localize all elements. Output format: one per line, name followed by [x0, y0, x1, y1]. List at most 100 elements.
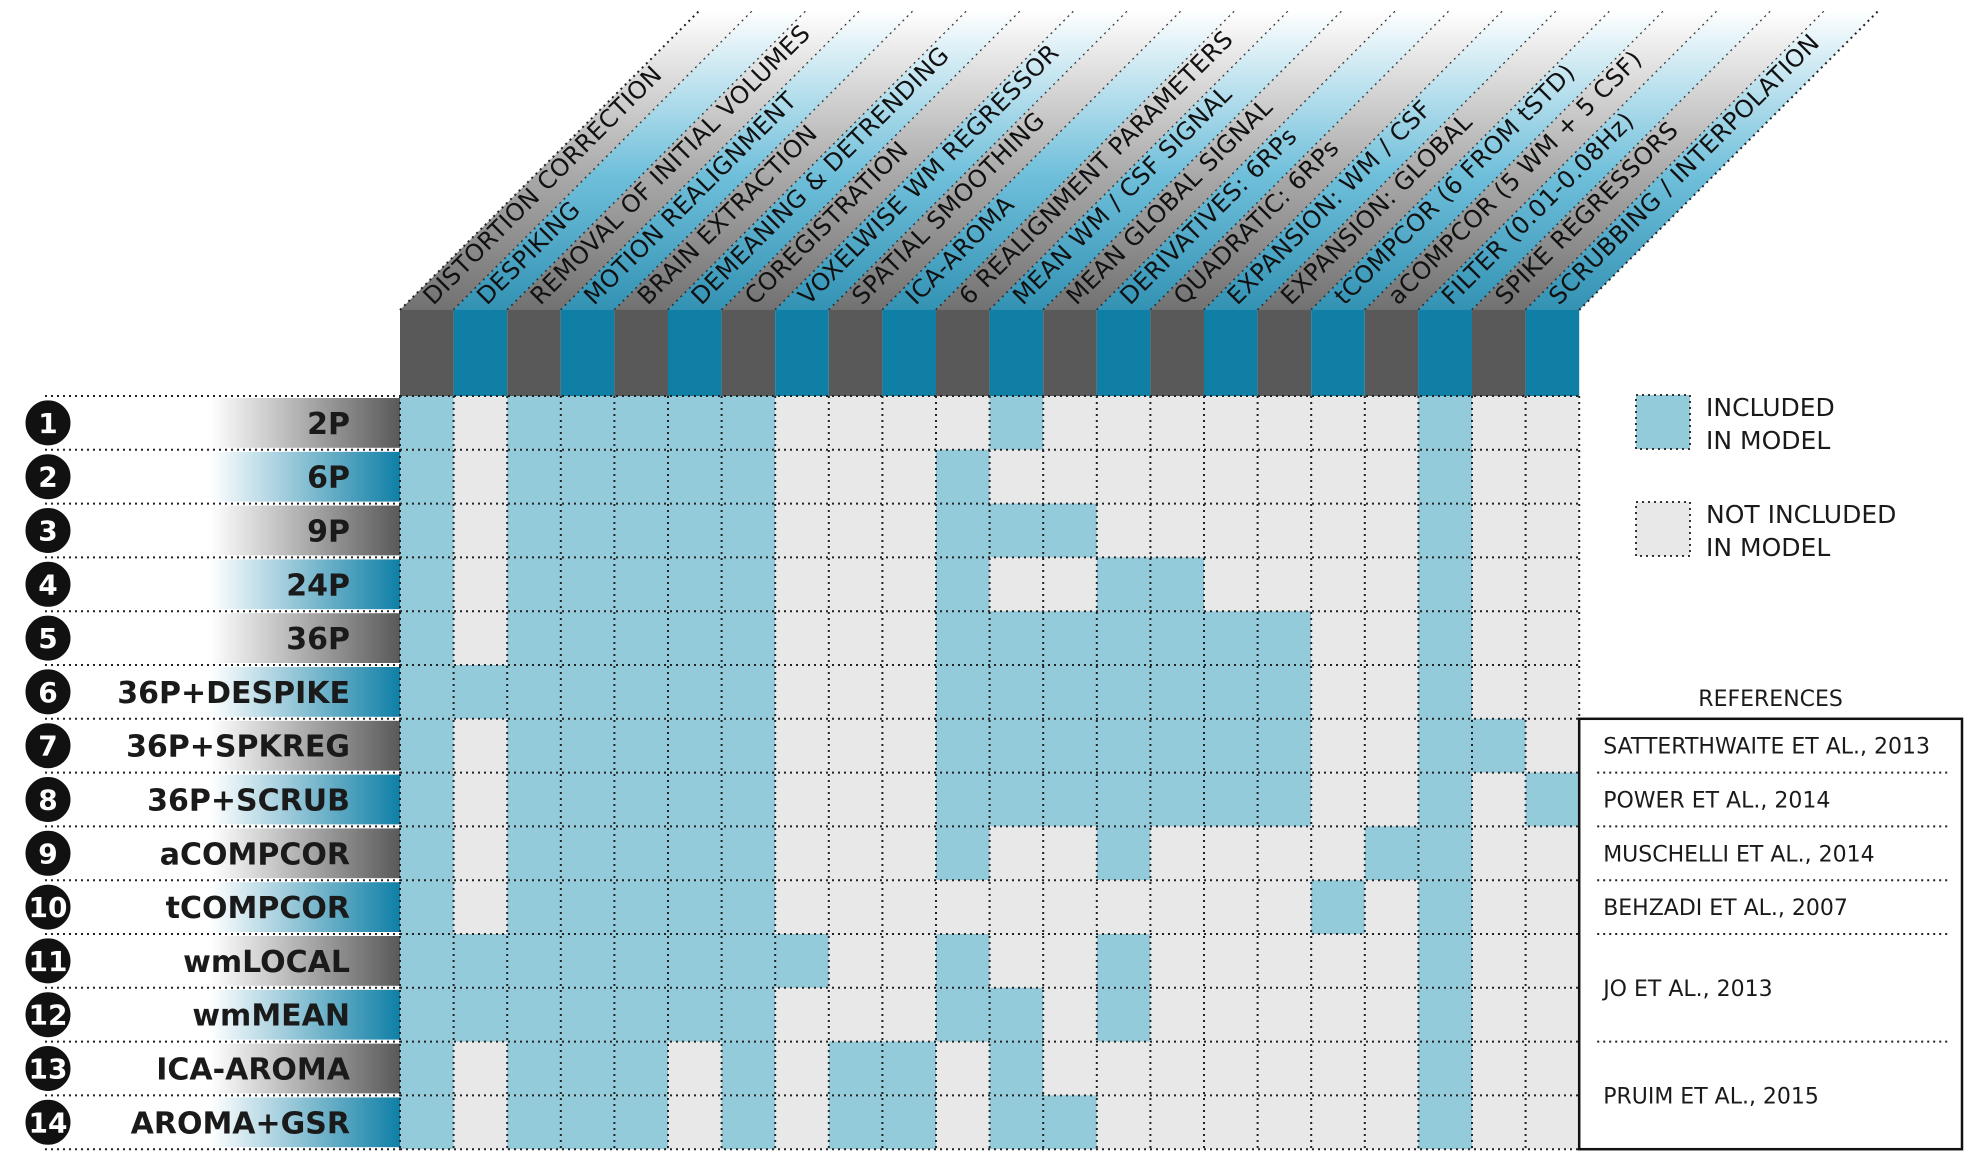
cell-not-included	[1525, 503, 1580, 558]
column-header-band	[775, 10, 1129, 310]
cell-not-included	[828, 557, 883, 612]
cell-not-included	[1257, 880, 1312, 934]
row-label-band	[55, 451, 400, 502]
column-header-band	[882, 10, 1236, 310]
cell-included	[507, 449, 561, 504]
row-label-band	[55, 720, 400, 771]
cell-included	[614, 1095, 668, 1150]
row-label: 3 9P	[22, 502, 400, 556]
cell-included	[1150, 772, 1204, 827]
row-label-band	[55, 828, 400, 879]
column-header-band	[989, 10, 1344, 310]
cell-included	[614, 665, 668, 719]
cell-included	[453, 934, 508, 988]
cell-not-included	[453, 1095, 508, 1150]
cell-included	[1418, 772, 1472, 827]
cell-included	[1096, 826, 1151, 881]
cell-included	[1472, 718, 1526, 773]
cell-not-included	[882, 396, 936, 450]
cell-not-included	[1525, 880, 1580, 934]
row-label-band	[55, 774, 400, 825]
row-number-badge	[22, 505, 74, 556]
column-header-band	[1150, 10, 1504, 310]
cell-included	[1418, 503, 1472, 558]
cell-not-included	[989, 449, 1044, 504]
cell-included	[721, 718, 776, 773]
column-header-block	[1204, 310, 1258, 396]
row-number-badge	[22, 1096, 74, 1148]
column-header-block	[560, 310, 615, 396]
column-header-block	[721, 310, 776, 396]
cell-included	[1418, 880, 1472, 934]
cell-not-included	[1311, 503, 1365, 558]
row-label-band	[55, 989, 400, 1040]
cell-included	[1150, 665, 1204, 719]
column-header-block	[614, 310, 668, 396]
cell-included	[936, 665, 990, 719]
cell-not-included	[1150, 987, 1204, 1042]
cell-included	[400, 611, 454, 665]
legend-label: INCLUDED	[1706, 393, 1835, 422]
cell-included	[453, 987, 508, 1042]
cell-included	[989, 718, 1044, 773]
cell-not-included	[775, 503, 829, 558]
cell-not-included	[828, 449, 883, 504]
cell-included	[1418, 665, 1472, 719]
cell-not-included	[1525, 1041, 1580, 1096]
cell-not-included	[1472, 987, 1526, 1042]
cell-not-included	[1364, 1095, 1419, 1150]
cell-included	[560, 1095, 615, 1150]
reference-item: JO ET AL., 2013	[1597, 977, 1950, 1043]
cell-included	[1418, 557, 1472, 612]
cell-included	[721, 1095, 776, 1150]
cell-not-included	[1257, 1041, 1312, 1096]
row-number-badge	[22, 720, 74, 772]
cell-not-included	[775, 826, 829, 881]
cell-not-included	[989, 557, 1044, 612]
cell-not-included	[775, 718, 829, 773]
legend-label: NOT INCLUDED	[1706, 500, 1896, 529]
cell-included	[721, 826, 776, 881]
cell-not-included	[1525, 449, 1580, 504]
cell-included	[1043, 611, 1097, 665]
cell-not-included	[775, 880, 829, 934]
cell-included	[560, 396, 615, 450]
cell-not-included	[1096, 1095, 1151, 1150]
cell-included	[1043, 503, 1097, 558]
cell-not-included	[936, 396, 990, 450]
row-number: 8	[38, 784, 57, 817]
cell-included	[400, 1041, 454, 1096]
cell-included	[1418, 449, 1472, 504]
cell-included	[1043, 1095, 1097, 1150]
cell-included	[400, 826, 454, 881]
row-number: 10	[29, 891, 68, 924]
cell-included	[507, 826, 561, 881]
cell-included	[721, 934, 776, 988]
cell-not-included	[989, 934, 1044, 988]
cell-included	[668, 665, 722, 719]
column-header-band	[721, 10, 1076, 310]
row-label-band	[55, 936, 400, 986]
cell-included	[453, 665, 508, 719]
cell-not-included	[775, 449, 829, 504]
cell-included	[614, 880, 668, 934]
cell-not-included	[1472, 934, 1526, 988]
cell-not-included	[1364, 880, 1419, 934]
cell-not-included	[1150, 449, 1204, 504]
cell-not-included	[775, 987, 829, 1042]
row-number: 4	[38, 568, 57, 601]
cell-included	[507, 665, 561, 719]
cell-not-included	[1472, 557, 1526, 612]
cell-not-included	[1472, 1041, 1526, 1096]
cell-included	[614, 718, 668, 773]
cell-not-included	[1472, 772, 1526, 827]
cell-not-included	[1204, 987, 1258, 1042]
row-number-badge	[22, 451, 74, 503]
cell-not-included	[1311, 987, 1365, 1042]
cell-included	[614, 772, 668, 827]
cell-not-included	[1525, 557, 1580, 612]
column-header-band	[828, 10, 1183, 310]
row-label: 9 aCOMPCOR	[22, 825, 400, 879]
legend-swatch-included	[1635, 394, 1691, 450]
cell-included	[936, 718, 990, 773]
